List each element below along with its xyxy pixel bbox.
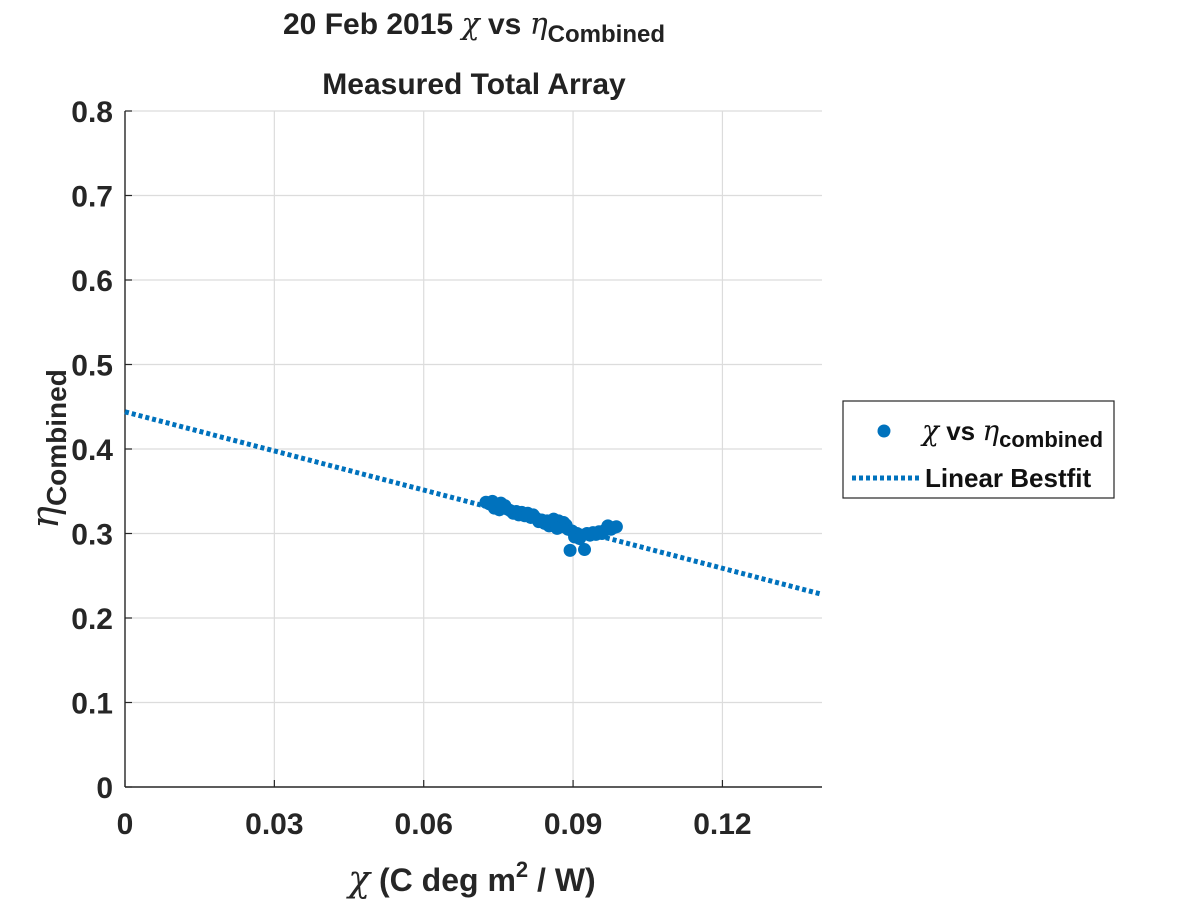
y-tick-label: 0.1 — [71, 688, 113, 721]
grid-lines — [125, 110, 822, 787]
title-eta-subscript: Combined — [548, 21, 665, 48]
x-label-tail: / W) — [528, 862, 596, 898]
y-tick-label: 0 — [96, 772, 113, 805]
x-label-text: (C deg m — [370, 862, 516, 898]
scatter-point — [494, 496, 508, 510]
y-tick-label: 0.3 — [71, 519, 113, 552]
legend-vs: vs — [939, 416, 982, 446]
scatter-point — [578, 543, 592, 557]
title-chi-symbol: χ — [459, 7, 481, 42]
legend-label-line: Linear Bestfit — [925, 463, 1091, 493]
scatter-point — [609, 520, 623, 534]
y-label-subscript: Combined — [41, 369, 72, 506]
x-label-chi-symbol: χ — [345, 859, 372, 900]
y-label-eta-symbol: η — [23, 506, 67, 529]
axes — [124, 110, 822, 788]
y-tick-label: 0.8 — [71, 96, 113, 129]
scatter-point — [550, 521, 564, 535]
chart-title-line2: Measured Total Array — [322, 68, 626, 101]
legend-marker-scatter — [877, 424, 891, 438]
x-tick-labels: 0 0.03 0.06 0.09 0.12 — [117, 808, 752, 841]
scatter-point — [563, 543, 577, 557]
legend-chi-symbol: χ — [920, 414, 941, 447]
legend-eta-symbol: η — [982, 414, 999, 447]
x-axis-label: χ (C deg m2 / W) — [345, 857, 595, 900]
x-label-superscript: 2 — [516, 857, 528, 882]
title-vs: vs — [480, 8, 530, 41]
y-tick-labels: 0 0.1 0.2 0.3 0.4 0.5 0.6 0.7 0.8 — [71, 96, 113, 805]
x-tick-label: 0.12 — [693, 808, 751, 841]
scatter-points — [479, 494, 623, 557]
y-tick-label: 0.5 — [71, 350, 113, 383]
legend-box — [842, 400, 1115, 499]
legend-label-scatter: χ vs ηcombined — [920, 414, 1103, 452]
legend-subscript: combined — [999, 427, 1103, 452]
x-tick-label: 0.06 — [395, 808, 453, 841]
legend: χ vs ηcombined Linear Bestfit — [842, 400, 1115, 499]
y-tick-label: 0.7 — [71, 181, 113, 214]
chart-title-line1: 20 Feb 2015 χ vs ηCombined — [283, 7, 665, 48]
y-tick-label: 0.4 — [71, 434, 113, 467]
bestfit-line-group — [124, 409, 823, 597]
y-axis-label: ηCombined — [23, 369, 72, 529]
bestfit-line — [124, 409, 823, 597]
title-prefix: 20 Feb 2015 — [283, 8, 461, 41]
y-tick-label: 0.2 — [71, 603, 113, 636]
title-eta-symbol: η — [530, 7, 548, 42]
y-tick-label: 0.6 — [71, 265, 113, 298]
x-tick-label: 0 — [117, 808, 134, 841]
x-tick-label: 0.09 — [544, 808, 602, 841]
x-tick-label: 0.03 — [245, 808, 303, 841]
